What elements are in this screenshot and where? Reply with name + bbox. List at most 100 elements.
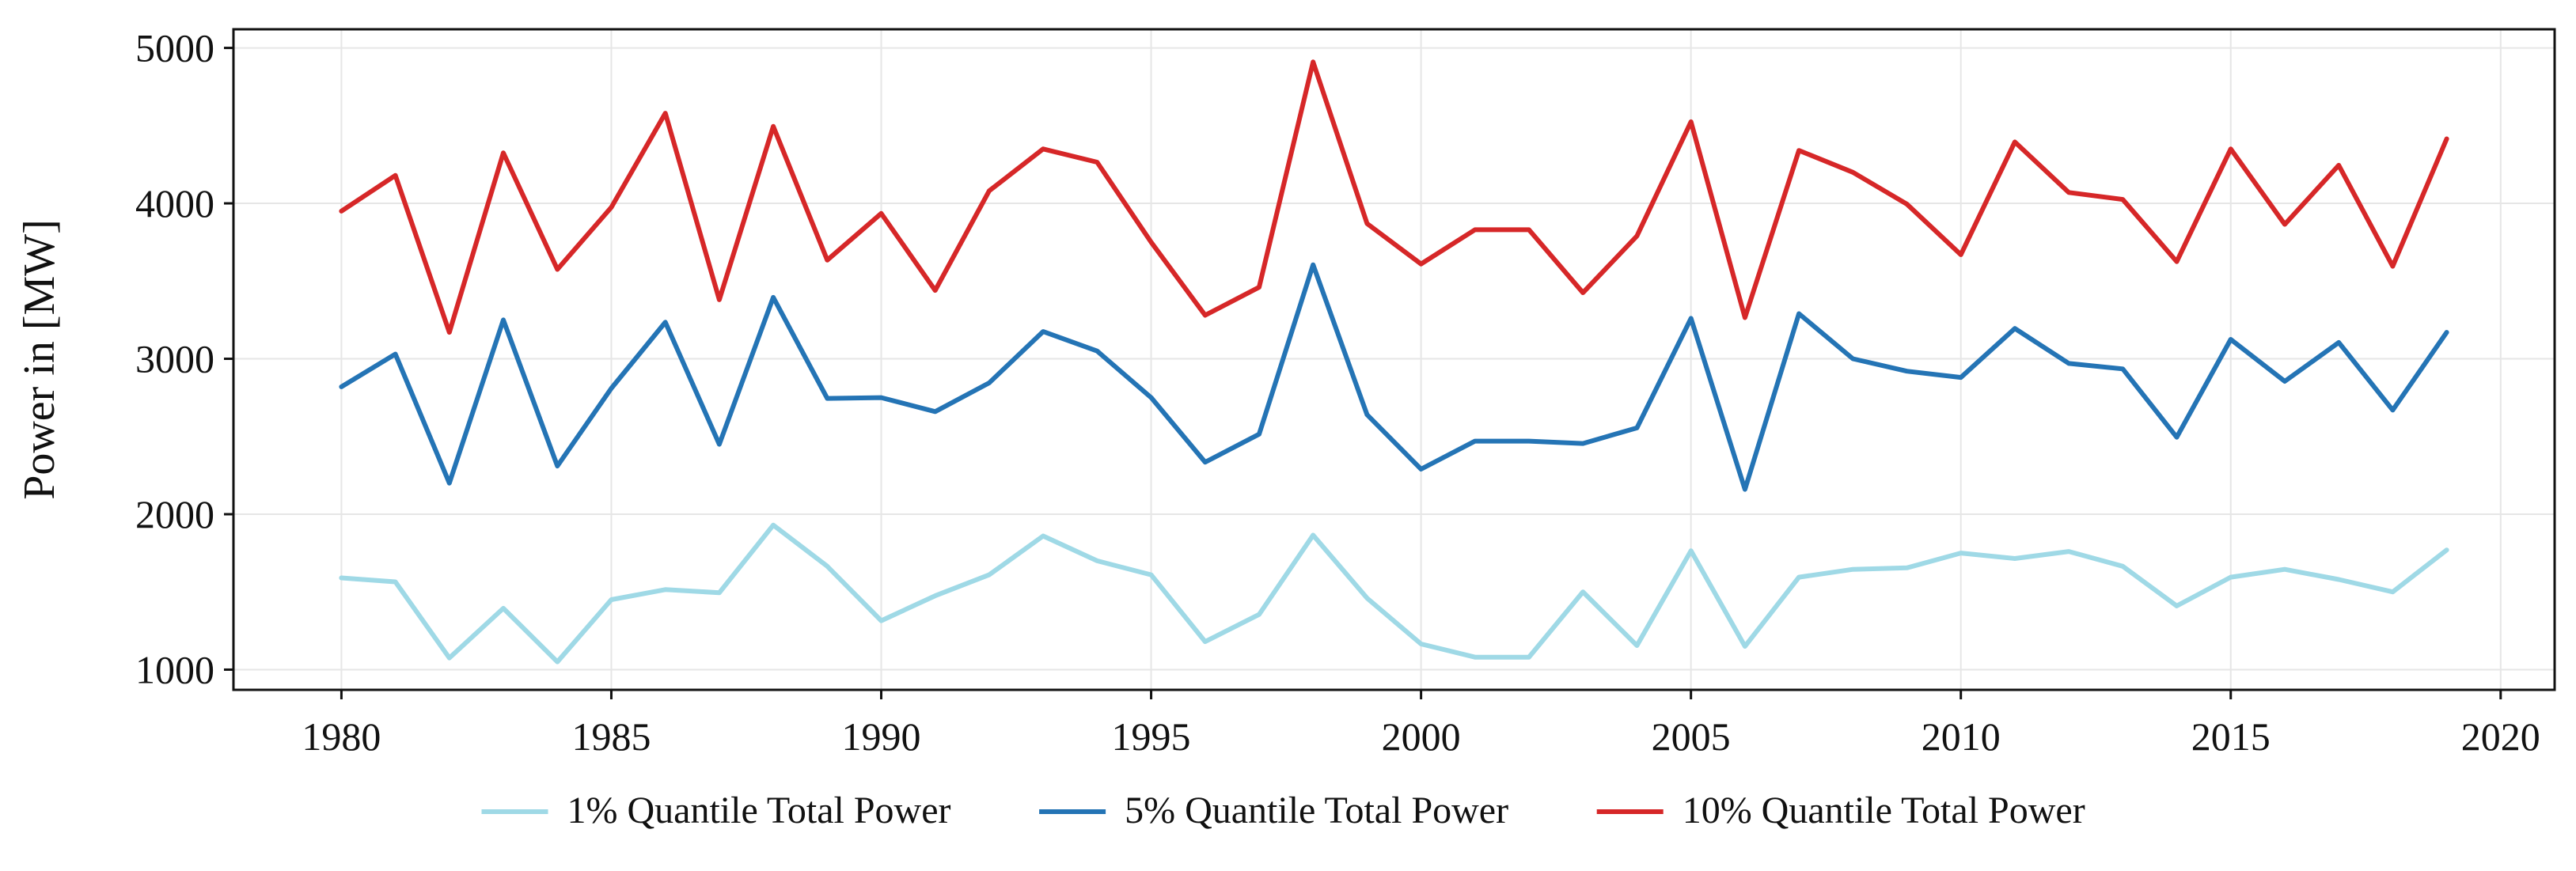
- data-point: [501, 150, 506, 155]
- data-point: [1311, 263, 1315, 267]
- x-tick-label: 2000: [1382, 714, 1461, 759]
- data-point: [717, 297, 722, 302]
- data-point: [2175, 604, 2180, 608]
- data-point: [1796, 148, 1801, 153]
- series-line: [339, 59, 2449, 335]
- data-point: [393, 580, 398, 585]
- data-point: [1311, 533, 1315, 538]
- series-line: [339, 262, 2449, 492]
- data-point: [555, 660, 560, 665]
- data-point: [555, 267, 560, 272]
- data-point: [1796, 312, 1801, 316]
- data-point: [447, 481, 452, 486]
- legend: 1% Quantile Total Power 5% Quantile Total…: [481, 790, 2085, 831]
- data-point: [1634, 643, 1639, 648]
- series-line: [339, 522, 2449, 665]
- data-point: [717, 442, 722, 447]
- x-tick-label: 2020: [2461, 714, 2540, 759]
- y-tick-label: 3000: [135, 337, 214, 381]
- data-point: [1473, 655, 1478, 660]
- data-point: [933, 409, 938, 414]
- data-point: [1743, 487, 1747, 492]
- series-2: [339, 262, 2449, 492]
- data-point: [1095, 160, 1099, 165]
- data-point: [2336, 163, 2341, 168]
- data-point: [1041, 329, 1045, 334]
- data-point: [2013, 326, 2017, 331]
- data-point: [1149, 240, 1154, 244]
- data-point: [663, 320, 668, 324]
- data-point: [2445, 547, 2449, 552]
- data-point: [339, 209, 343, 214]
- data-point: [2282, 567, 2287, 572]
- legend-label: 5% Quantile Total Power: [1125, 790, 1508, 831]
- data-point: [1364, 596, 1369, 600]
- data-point: [1203, 639, 1208, 644]
- data-point: [1419, 262, 1424, 267]
- data-point: [2445, 137, 2449, 142]
- data-point: [771, 523, 776, 528]
- data-point: [987, 381, 992, 385]
- data-point: [339, 384, 343, 389]
- data-point: [825, 396, 829, 401]
- data-point: [1634, 233, 1639, 238]
- data-point: [609, 597, 614, 602]
- data-point: [501, 317, 506, 322]
- data-point: [1041, 146, 1045, 151]
- data-point: [1149, 573, 1154, 578]
- data-point: [1527, 655, 1531, 660]
- data-point: [2390, 264, 2395, 269]
- y-axis-title: Power in [MW]: [15, 219, 64, 500]
- x-tick-label: 2010: [1922, 714, 2001, 759]
- data-point: [1689, 119, 1694, 124]
- data-point: [1905, 369, 1910, 373]
- data-point: [1580, 589, 1585, 594]
- series-1: [339, 522, 2449, 665]
- data-point: [663, 587, 668, 592]
- data-point: [1689, 548, 1694, 553]
- data-point: [1203, 460, 1208, 464]
- data-point: [2175, 259, 2180, 264]
- data-point: [1257, 612, 1261, 617]
- data-point: [2390, 407, 2395, 412]
- data-point: [2066, 549, 2071, 554]
- data-point: [1796, 575, 1801, 580]
- data-point: [1473, 227, 1478, 232]
- data-point: [1850, 170, 1855, 175]
- gridlines: [233, 29, 2555, 690]
- data-point: [1527, 227, 1531, 232]
- data-point: [825, 564, 829, 569]
- data-point: [717, 590, 722, 595]
- data-point: [933, 288, 938, 293]
- data-point: [1473, 439, 1478, 444]
- data-point: [2445, 330, 2449, 335]
- data-point: [933, 593, 938, 598]
- data-point: [879, 211, 884, 216]
- data-point: [1257, 285, 1261, 290]
- data-point: [2120, 366, 2125, 371]
- data-point: [1311, 59, 1315, 64]
- data-point: [2336, 578, 2341, 582]
- axis-ticks: [224, 47, 2502, 699]
- data-point: [501, 606, 506, 611]
- x-tick-label: 1985: [571, 714, 651, 759]
- data-point: [987, 573, 992, 578]
- data-point: [2390, 589, 2395, 594]
- data-point: [879, 619, 884, 623]
- x-axis-tick-labels: 1980 1985 1990 1995 2000 2005 2010 2015 2020: [302, 714, 2540, 759]
- data-point: [1419, 467, 1424, 471]
- data-point: [1689, 316, 1694, 320]
- data-point: [2013, 556, 2017, 561]
- data-point: [1905, 566, 1910, 570]
- y-tick-label: 2000: [135, 492, 214, 536]
- data-point: [987, 188, 992, 193]
- data-point: [1743, 316, 1747, 320]
- data-point: [2229, 146, 2233, 151]
- data-point: [2120, 564, 2125, 569]
- data-point: [1634, 426, 1639, 430]
- data-point: [1364, 222, 1369, 226]
- series-3: [339, 59, 2449, 335]
- data-point: [2066, 361, 2071, 365]
- x-tick-label: 2015: [2191, 714, 2271, 759]
- data-point: [2120, 197, 2125, 202]
